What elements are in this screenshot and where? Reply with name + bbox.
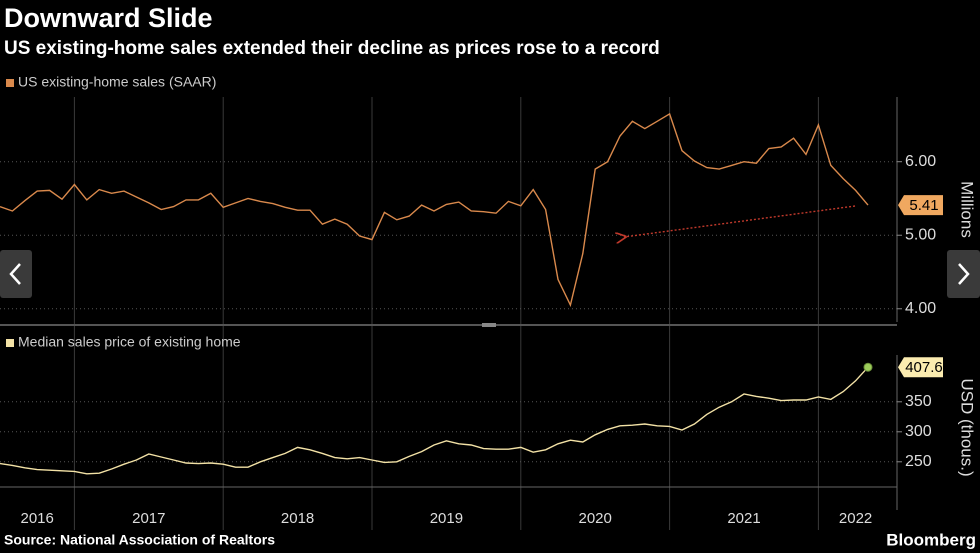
plot-area: 2016 2017 2018 2019 2020 2021 2022 4.00 5.00 6.00…	[0, 74, 977, 530]
x-tick-label: 2017	[132, 510, 165, 527]
legend-label: US existing-home sales (SAAR)	[18, 74, 216, 90]
legend-swatch	[6, 339, 14, 347]
y-tick-label: 4.00	[905, 300, 936, 317]
x-tick-label: 2019	[430, 510, 463, 527]
value-label: 407.6	[905, 359, 943, 376]
y-tick-label: 6.00	[905, 153, 936, 170]
x-tick-label: 2022	[839, 510, 872, 527]
y-tick-label: 350	[905, 393, 932, 410]
value-flag	[898, 195, 943, 216]
brand-logo: Bloomberg	[886, 530, 976, 549]
next-button[interactable]	[947, 250, 980, 298]
line-series	[0, 366, 869, 475]
y-tick-label: 300	[905, 423, 932, 440]
title: Downward Slide	[4, 3, 213, 33]
subtitle: US existing-home sales extended their de…	[4, 38, 660, 59]
x-tick-label: 2021	[727, 510, 760, 527]
y-axis-label: USD (thous.)	[958, 378, 977, 476]
y-tick-label: 5.00	[905, 226, 936, 243]
y-tick-label: 250	[905, 453, 932, 470]
value-label: 5.41	[909, 197, 938, 214]
legend-label: Median sales price of existing home	[18, 334, 241, 350]
line-series	[0, 112, 869, 308]
x-tick-label: 2020	[579, 510, 612, 527]
x-tick-label: 2016	[21, 510, 54, 527]
source: Source: National Association of Realtors	[4, 532, 275, 548]
x-tick-label: 2018	[281, 510, 314, 527]
trend-arrow	[624, 205, 856, 237]
end-marker	[863, 362, 873, 372]
legend-swatch	[6, 79, 14, 87]
value-flag	[898, 357, 943, 378]
prev-button[interactable]	[0, 250, 32, 298]
y-axis-label: Millions	[958, 181, 977, 238]
divider-handle	[482, 323, 496, 327]
